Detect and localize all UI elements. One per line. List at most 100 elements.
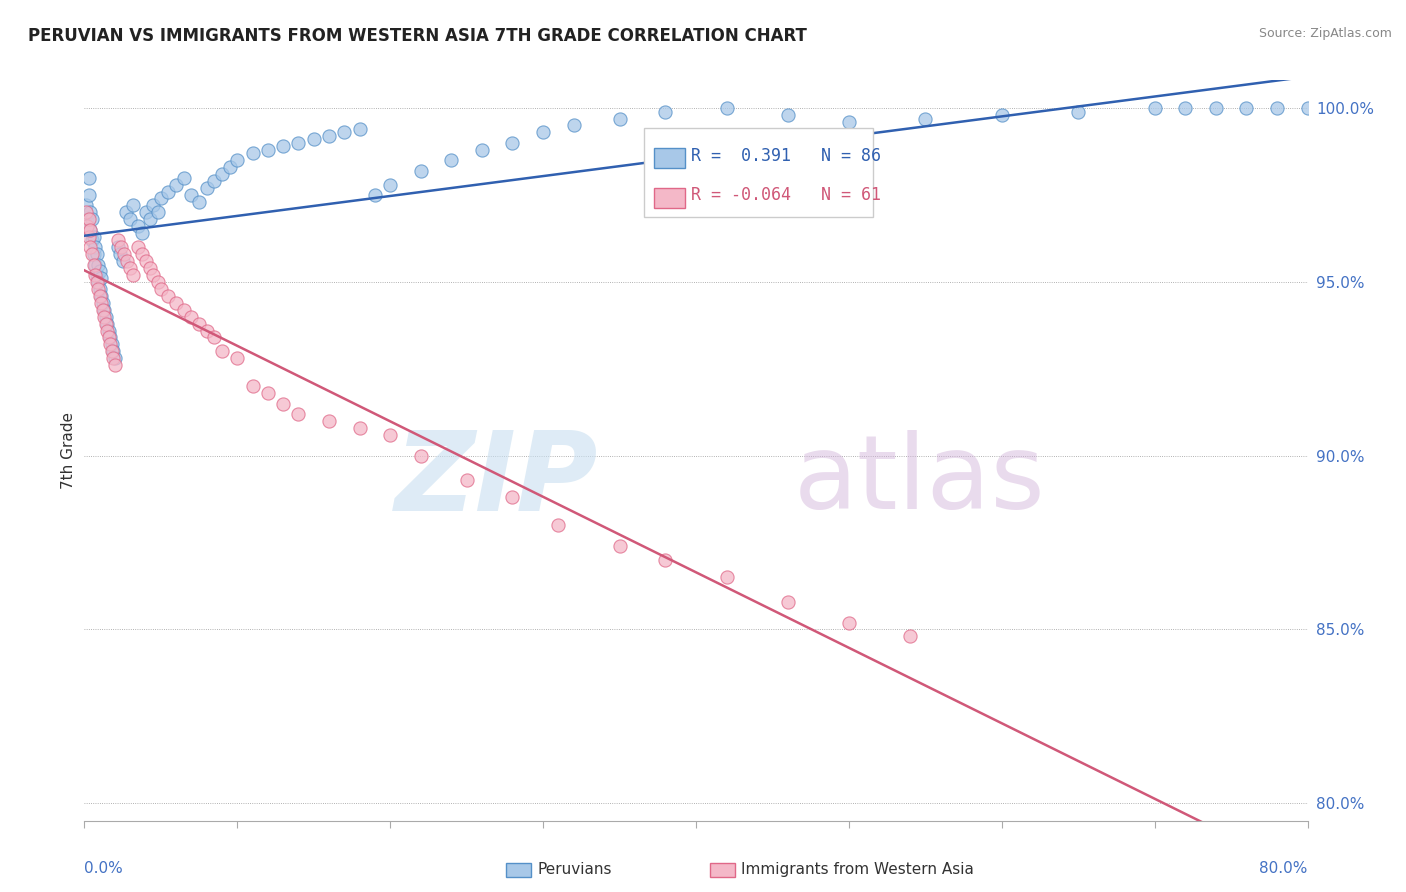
- Point: [108, 247, 131, 261]
- Point: [349, 421, 371, 435]
- Point: [97, 330, 120, 344]
- Point: [654, 553, 676, 567]
- Point: [98, 337, 121, 351]
- Point: [562, 119, 585, 133]
- Point: [271, 139, 294, 153]
- Point: [75, 198, 97, 212]
- Point: [79, 205, 101, 219]
- Point: [1372, 101, 1395, 115]
- Point: [1174, 101, 1197, 115]
- Text: 80.0%: 80.0%: [1260, 862, 1308, 876]
- Point: [157, 185, 180, 199]
- Point: [173, 170, 195, 185]
- Point: [89, 289, 111, 303]
- Point: [86, 275, 108, 289]
- Point: [409, 449, 432, 463]
- Point: [349, 122, 371, 136]
- Text: Source: ZipAtlas.com: Source: ZipAtlas.com: [1258, 27, 1392, 40]
- Point: [165, 178, 187, 192]
- Point: [838, 615, 860, 630]
- Point: [440, 153, 463, 168]
- Point: [654, 104, 676, 119]
- Point: [87, 275, 110, 289]
- Point: [87, 282, 110, 296]
- Point: [302, 132, 325, 146]
- Point: [146, 205, 169, 219]
- Point: [226, 153, 249, 168]
- Point: [135, 205, 157, 219]
- Point: [76, 212, 98, 227]
- Point: [98, 330, 121, 344]
- Point: [1205, 101, 1227, 115]
- Point: [104, 351, 127, 366]
- Point: [609, 539, 631, 553]
- Point: [257, 386, 280, 401]
- Point: [838, 115, 860, 129]
- Point: [120, 260, 142, 275]
- Point: [77, 229, 100, 244]
- Point: [271, 396, 294, 410]
- Point: [79, 240, 101, 254]
- Point: [211, 344, 233, 359]
- Point: [93, 302, 115, 317]
- Point: [127, 240, 149, 254]
- Point: [716, 570, 738, 584]
- Point: [547, 518, 569, 533]
- Point: [84, 240, 107, 254]
- Point: [165, 295, 187, 310]
- Point: [103, 351, 125, 366]
- Point: [1265, 101, 1288, 115]
- Point: [287, 407, 309, 421]
- Point: [127, 219, 149, 234]
- Point: [776, 108, 799, 122]
- Point: [76, 219, 98, 234]
- Point: [77, 212, 100, 227]
- Text: R = -0.064   N = 61: R = -0.064 N = 61: [690, 186, 880, 203]
- Point: [112, 247, 135, 261]
- Point: [991, 108, 1014, 122]
- Point: [122, 198, 145, 212]
- Point: [173, 302, 195, 317]
- Point: [139, 212, 162, 227]
- Point: [107, 240, 129, 254]
- Point: [380, 178, 402, 192]
- Point: [80, 212, 103, 227]
- Point: [135, 254, 157, 268]
- Point: [502, 136, 524, 150]
- Point: [139, 260, 162, 275]
- Point: [1067, 104, 1090, 119]
- Point: [142, 268, 165, 282]
- Point: [86, 247, 108, 261]
- Point: [94, 317, 117, 331]
- Point: [87, 258, 110, 272]
- Point: [218, 160, 240, 174]
- Point: [114, 205, 136, 219]
- Point: [242, 379, 264, 393]
- Point: [83, 247, 105, 261]
- Point: [84, 258, 107, 272]
- Text: 0.0%: 0.0%: [84, 862, 124, 876]
- Point: [188, 194, 211, 209]
- Point: [211, 167, 233, 181]
- Point: [79, 223, 101, 237]
- Point: [89, 282, 111, 296]
- Point: [90, 295, 112, 310]
- Point: [90, 271, 112, 285]
- Y-axis label: 7th Grade: 7th Grade: [60, 412, 76, 489]
- Point: [380, 427, 402, 442]
- Text: atlas: atlas: [794, 430, 1046, 531]
- Point: [91, 302, 114, 317]
- Point: [104, 359, 127, 373]
- Point: [103, 344, 125, 359]
- Text: Peruvians: Peruvians: [537, 863, 612, 877]
- Point: [318, 128, 340, 143]
- Point: [287, 136, 309, 150]
- Point: [115, 254, 138, 268]
- Point: [195, 324, 218, 338]
- Point: [83, 229, 105, 244]
- Point: [77, 170, 100, 185]
- Point: [101, 344, 124, 359]
- Point: [609, 112, 631, 126]
- Point: [131, 247, 153, 261]
- Point: [149, 282, 172, 296]
